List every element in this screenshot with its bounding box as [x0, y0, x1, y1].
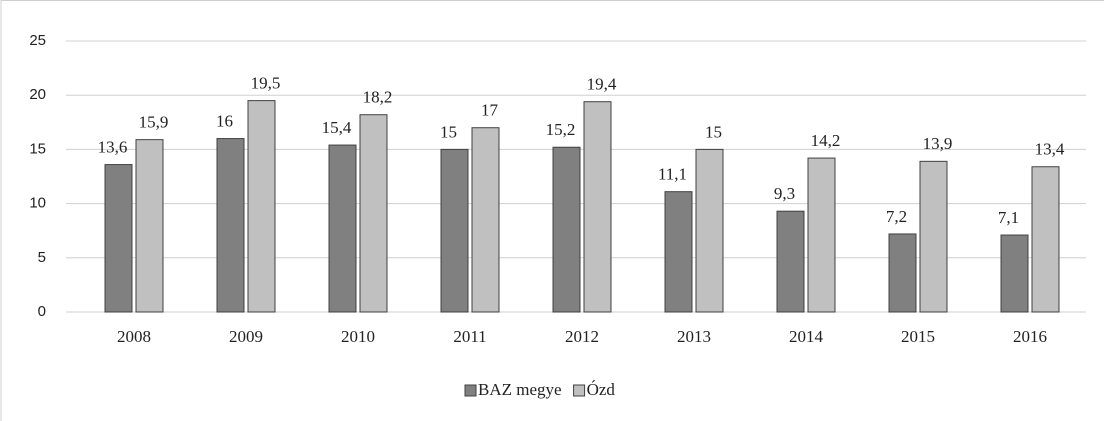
legend-label: BAZ megye: [478, 380, 562, 399]
x-tick-label: 2013: [677, 327, 711, 346]
bar: [216, 138, 245, 313]
legend-swatch: [573, 384, 586, 397]
bar: [888, 233, 917, 313]
data-label: 15,4: [322, 118, 352, 137]
bar: [776, 210, 805, 313]
x-tick-label: 2008: [117, 327, 151, 346]
x-tick-label: 2010: [341, 327, 375, 346]
data-label: 7,1: [998, 208, 1019, 227]
data-label: 19,4: [587, 75, 617, 94]
bar: [1000, 234, 1029, 313]
data-label: 18,2: [363, 88, 393, 107]
data-label: 15,2: [546, 120, 576, 139]
data-label: 13,6: [98, 137, 128, 156]
bar: [695, 148, 724, 313]
bar: [247, 100, 276, 313]
x-tick-label: 2012: [565, 327, 599, 346]
x-tick-label: 2011: [453, 327, 486, 346]
bar: [328, 144, 357, 313]
bar: [583, 101, 612, 313]
bar: [552, 146, 581, 313]
y-tick-label: 5: [38, 249, 46, 266]
y-tick-label: 10: [29, 195, 46, 212]
bar: [359, 114, 388, 313]
legend-label: Ózd: [587, 380, 616, 399]
x-tick-label: 2014: [789, 327, 824, 346]
x-tick-label: 2016: [1013, 327, 1047, 346]
y-tick-label: 20: [29, 86, 46, 103]
x-tick-label: 2009: [229, 327, 263, 346]
bar: [664, 191, 693, 313]
bar: [919, 160, 948, 313]
bar: [440, 148, 469, 313]
bar: [807, 157, 836, 313]
bar: [471, 127, 500, 313]
data-label: 13,4: [1035, 140, 1065, 159]
data-label: 17: [481, 101, 499, 120]
data-label: 14,2: [811, 131, 841, 150]
data-label: 15,9: [139, 113, 169, 132]
bar: [1031, 166, 1060, 313]
data-label: 19,5: [251, 74, 281, 93]
data-label: 16: [216, 111, 233, 130]
y-tick-label: 0: [38, 303, 46, 320]
bar: [135, 139, 164, 313]
data-label: 15: [705, 122, 722, 141]
x-tick-label: 2015: [901, 327, 935, 346]
y-tick-label: 25: [29, 32, 46, 49]
data-label: 9,3: [774, 184, 795, 203]
legend-swatch: [464, 384, 477, 397]
data-label: 7,2: [886, 207, 907, 226]
bar: [104, 164, 133, 313]
data-label: 11,1: [658, 165, 687, 184]
data-label: 13,9: [923, 134, 953, 153]
y-tick-label: 15: [29, 140, 46, 157]
data-label: 15: [440, 122, 457, 141]
